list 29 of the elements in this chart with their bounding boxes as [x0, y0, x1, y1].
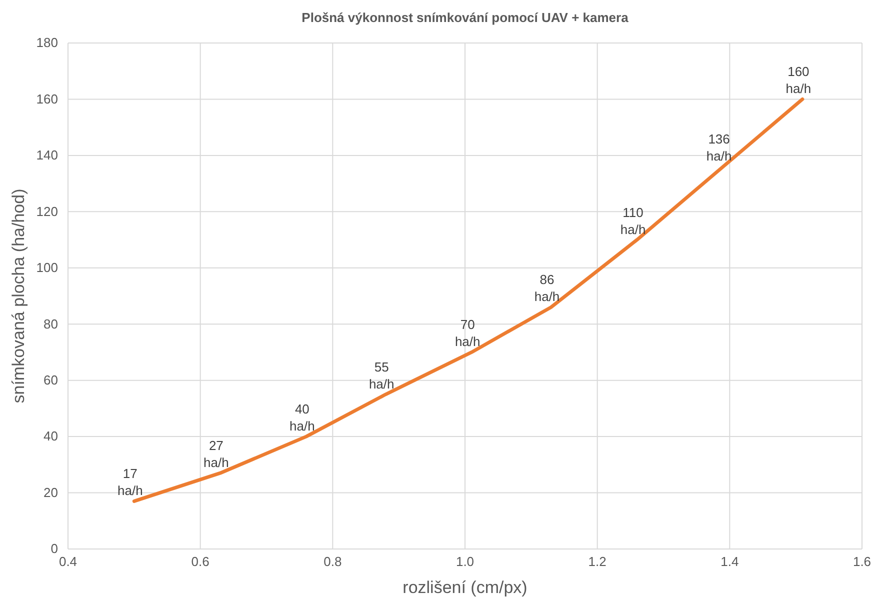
- x-tick-label: 1.0: [456, 554, 474, 570]
- data-label: 160 ha/h: [786, 64, 812, 96]
- data-label: 136 ha/h: [706, 132, 732, 164]
- data-label: 86 ha/h: [534, 272, 560, 304]
- data-label: 17 ha/h: [118, 466, 143, 498]
- data-label: 40 ha/h: [290, 402, 315, 434]
- y-tick-label: 120: [36, 204, 58, 219]
- x-tick-label: 1.2: [588, 554, 606, 570]
- y-tick-label: 80: [44, 316, 58, 332]
- x-tick-label: 1.4: [720, 554, 739, 570]
- chart-title: Plošná výkonnost snímkování pomocí UAV + kamera: [302, 10, 630, 25]
- y-tick-label: 0: [50, 541, 58, 556]
- x-axis-title: rozlišení (cm/px): [402, 578, 528, 597]
- y-tick-label: 20: [44, 484, 58, 500]
- data-label: 70 ha/h: [454, 317, 480, 350]
- x-tick-label: 1.6: [852, 554, 872, 570]
- y-tick-label: 160: [36, 91, 58, 106]
- x-tick-label: 0.4: [58, 554, 78, 570]
- data-label: 27 ha/h: [204, 438, 229, 470]
- y-tick-label: 140: [36, 148, 58, 163]
- y-tick-label: 100: [36, 260, 58, 276]
- data-label: 110 ha/h: [620, 204, 646, 237]
- data-label: 55 ha/h: [368, 359, 394, 392]
- y-tick-label: 40: [44, 428, 58, 444]
- y-axis-title: snímkovaná plocha (ha/hod): [9, 188, 28, 404]
- x-tick-label: 0.8: [324, 554, 342, 570]
- y-tick-label: 180: [36, 35, 58, 50]
- x-tick-label: 0.6: [191, 554, 210, 570]
- y-tick-label: 60: [44, 372, 58, 388]
